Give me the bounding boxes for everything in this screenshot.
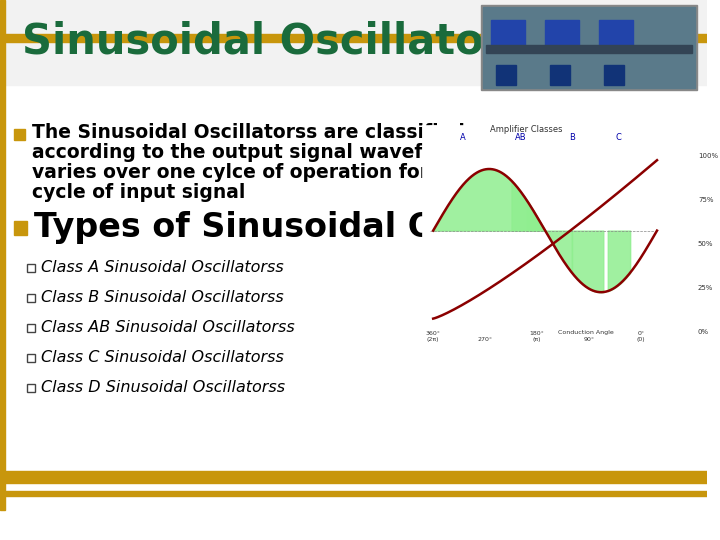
Text: 0%: 0% <box>698 329 709 335</box>
Text: 0°
(0): 0° (0) <box>636 331 645 342</box>
Bar <box>0 34 707 42</box>
Text: Class AB Sinusoidal Oscillatorss: Class AB Sinusoidal Oscillatorss <box>41 320 295 334</box>
Bar <box>0 471 707 483</box>
Text: B: B <box>570 133 575 143</box>
Bar <box>27 294 35 302</box>
Text: Class C Sinusoidal Oscillatorss: Class C Sinusoidal Oscillatorss <box>41 349 284 364</box>
Bar <box>27 264 35 272</box>
Bar <box>27 384 35 392</box>
Text: A: A <box>460 133 466 143</box>
Bar <box>604 65 624 85</box>
Text: Class B Sinusoidal Oscillatorss: Class B Sinusoidal Oscillatorss <box>41 289 284 305</box>
Text: Conduction Angle: Conduction Angle <box>558 330 614 335</box>
Text: 360°
(2π): 360° (2π) <box>426 331 441 342</box>
Bar <box>27 354 35 362</box>
Text: Types of Sinusoidal Osc: Types of Sinusoidal Osc <box>35 212 476 245</box>
Text: C: C <box>616 133 622 143</box>
Bar <box>496 65 516 85</box>
Text: Class D Sinusoidal Oscillatorss: Class D Sinusoidal Oscillatorss <box>41 380 285 395</box>
Text: according to the output signal waveform: according to the output signal waveform <box>32 143 464 161</box>
Bar <box>483 7 696 88</box>
Text: Sinusoidal Oscillatorss: Sinusoidal Oscillatorss <box>22 21 553 63</box>
Bar <box>0 491 707 496</box>
Bar <box>481 5 697 90</box>
Text: The Sinusoidal Oscillatorss are classified: The Sinusoidal Oscillatorss are classifi… <box>32 123 465 141</box>
Bar <box>550 65 570 85</box>
Text: 25%: 25% <box>698 285 714 291</box>
Text: 50%: 50% <box>698 241 714 247</box>
Bar <box>5 0 707 85</box>
Bar <box>491 20 526 45</box>
Bar <box>422 125 696 345</box>
Text: 90°: 90° <box>583 336 594 342</box>
Text: 100%: 100% <box>698 153 718 159</box>
Bar <box>486 45 693 53</box>
Bar <box>14 221 27 235</box>
Text: Class A Sinusoidal Oscillatorss: Class A Sinusoidal Oscillatorss <box>41 260 284 274</box>
Bar <box>0 0 5 510</box>
Text: AB: AB <box>515 133 526 143</box>
Text: 75%: 75% <box>698 197 714 203</box>
Text: cycle of input signal: cycle of input signal <box>32 183 246 201</box>
Bar <box>545 20 580 45</box>
Bar <box>599 20 634 45</box>
Text: varies over one cylce of operation for a full: varies over one cylce of operation for a… <box>32 163 490 181</box>
Bar <box>27 324 35 332</box>
Text: 180°
(π): 180° (π) <box>529 331 544 342</box>
Text: 270°: 270° <box>477 336 492 342</box>
Text: Amplifier Classes: Amplifier Classes <box>490 125 562 133</box>
Bar <box>14 129 24 140</box>
